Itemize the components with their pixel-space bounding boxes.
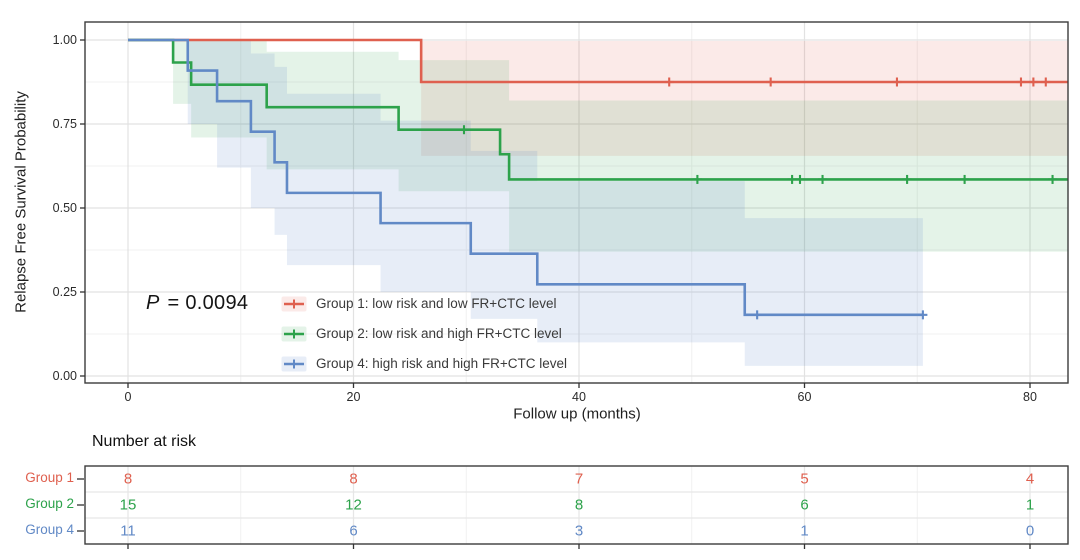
risk-row-label-group4: Group 4 — [25, 522, 74, 537]
risk-count-group4-t80: 0 — [1026, 523, 1034, 540]
legend-swatch-group1-icon — [281, 296, 307, 311]
legend-item-group1: Group 1: low risk and low FR+CTC level — [281, 293, 567, 314]
y-tick-label: 0.25 — [53, 285, 77, 299]
survival-curve-group4 — [128, 38, 923, 317]
x-tick-label: 20 — [347, 390, 361, 404]
risk-count-group4-t0: 11 — [120, 523, 136, 540]
p-value-annotation: P = 0.0094 — [146, 292, 248, 315]
risk-count-group4-t40: 3 — [575, 523, 583, 540]
risk-count-group1-t20: 8 — [349, 471, 357, 488]
risk-count-group2-t40: 8 — [575, 497, 583, 514]
y-tick-label: 0.50 — [53, 201, 77, 215]
risk-count-group4-t20: 6 — [349, 523, 357, 540]
risk-count-group2-t20: 12 — [345, 497, 362, 514]
x-tick-label: 60 — [798, 390, 812, 404]
legend-label-group4: Group 4: high risk and high FR+CTC level — [316, 356, 567, 371]
legend-label-group1: Group 1: low risk and low FR+CTC level — [316, 296, 557, 311]
legend-swatch-group4-icon — [281, 356, 307, 371]
risk-count-group1-t40: 7 — [575, 471, 583, 488]
x-tick-label: 0 — [125, 390, 132, 404]
ci-band-group2 — [173, 40, 1069, 252]
p-value-text: = 0.0094 — [167, 292, 249, 314]
y-axis-title: Relapse Free Survival Probability — [12, 91, 30, 313]
risk-count-group1-t60: 5 — [800, 471, 808, 488]
survival-curve-group2 — [128, 38, 1069, 181]
risk-table-title: Number at risk — [92, 433, 197, 450]
risk-count-group2-t60: 6 — [800, 497, 808, 514]
legend: Group 1: low risk and low FR+CTC level G… — [281, 293, 567, 374]
survival-curve-group1 — [128, 38, 1069, 84]
legend-label-group2: Group 2: low risk and high FR+CTC level — [316, 326, 562, 341]
plot-panel-border — [84, 21, 1069, 384]
risk-row-label-group2: Group 2 — [25, 496, 74, 511]
x-tick-label: 40 — [572, 390, 586, 404]
legend-swatch-group2-icon — [281, 326, 307, 341]
risk-table-panel — [85, 466, 1068, 544]
risk-count-group2-t80: 1 — [1026, 497, 1034, 514]
x-axis-title: Follow up (months) — [513, 405, 641, 423]
risk-row-label-group1: Group 1 — [25, 470, 74, 485]
x-tick-label: 80 — [1023, 390, 1037, 404]
risk-count-group1-t80: 4 — [1026, 471, 1034, 488]
risk-panel-border — [84, 465, 1069, 545]
legend-item-group2: Group 2: low risk and high FR+CTC level — [281, 323, 567, 344]
risk-count-group2-t0: 15 — [120, 497, 137, 514]
ci-band-group1 — [421, 41, 1069, 156]
y-tick-label: 0.00 — [53, 369, 77, 383]
y-tick-label: 0.75 — [53, 117, 77, 131]
p-symbol: P — [146, 292, 160, 314]
risk-count-group4-t60: 1 — [800, 523, 808, 540]
risk-count-group1-t0: 8 — [124, 471, 132, 488]
y-tick-label: 1.00 — [53, 33, 77, 47]
legend-item-group4: Group 4: high risk and high FR+CTC level — [281, 353, 567, 374]
